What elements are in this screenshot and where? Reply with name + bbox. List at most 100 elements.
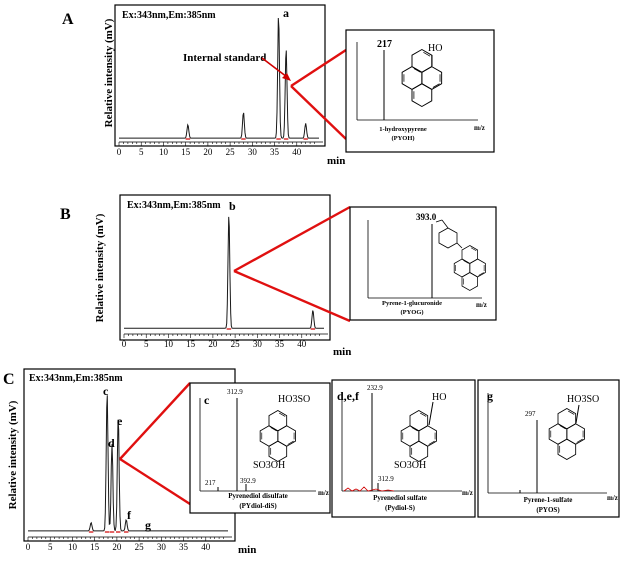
zoom-line-c-bottom	[119, 457, 191, 506]
panel-b-trace	[124, 216, 324, 329]
callout-arrow	[261, 57, 288, 78]
inset-a-compound: 1-hydroxypyrene	[379, 126, 427, 133]
x-tick-label: 15	[90, 542, 100, 552]
inset-c3-abbr: (PYOS)	[536, 506, 560, 514]
panel-a-frame	[114, 4, 326, 147]
x-tick-label: 25	[231, 339, 241, 349]
x-tick-label: 35	[270, 147, 280, 157]
zoom-line-c-top	[119, 382, 191, 460]
panel-c-trace	[28, 395, 228, 532]
x-tick-label: 20	[112, 542, 122, 552]
panel-a-xlabel: min	[327, 155, 345, 167]
zoom-line-a-top	[290, 48, 347, 88]
x-tick-label: 5	[48, 542, 53, 552]
panel-a-annotation: Ex:343nm,Em:385nm	[122, 10, 216, 21]
inset-c1-low-mz: 217	[205, 479, 216, 487]
x-tick-label: 35	[179, 542, 189, 552]
inset-b-frame	[349, 206, 497, 321]
panel-b-xlabel: min	[333, 346, 351, 358]
inset-a-substituent: HO	[428, 43, 442, 54]
inset-c1-xlabel: m/z	[318, 489, 329, 497]
x-tick-label: 0	[117, 147, 122, 157]
inset-c2-bottom-group: SO3OH	[394, 460, 426, 471]
panel-c-peak-label-f: f	[127, 508, 132, 522]
zoom-line-a-bottom	[290, 85, 347, 140]
inset-b-mz-label: 393.0	[416, 212, 437, 222]
x-tick-label: 10	[159, 147, 169, 157]
panel-a-ylabel: Relative intensity (mV)	[103, 18, 115, 127]
panel-b-frame	[119, 194, 331, 341]
x-tick-label: 30	[248, 147, 258, 157]
inset-a-mz-label: 217	[377, 39, 392, 50]
panel-b-xticks: 0 5 10 15 20 25 30 35 40	[122, 328, 328, 349]
inset-c3-top-group: HO3SO	[567, 394, 599, 405]
inset-c3-frame	[477, 379, 620, 518]
panel-letter-b: B	[60, 206, 71, 223]
x-tick-label: 20	[203, 147, 213, 157]
x-tick-label: 20	[208, 339, 218, 349]
inset-b-compound: Pyrene-1-glucuronide	[382, 300, 442, 307]
x-tick-label: 10	[68, 542, 78, 552]
inset-b-xlabel: m/z	[476, 301, 487, 309]
x-tick-label: 35	[275, 339, 285, 349]
x-tick-label: 0	[122, 339, 127, 349]
panel-letter-c: C	[3, 371, 15, 388]
inset-c2-noise	[343, 486, 395, 492]
panel-letter-a: A	[62, 11, 74, 28]
x-tick-label: 15	[186, 339, 196, 349]
panel-c-xticks: 0 5 10 15 20 25 30 35 40	[26, 531, 232, 552]
inset-c1-mid-mz: 392.9	[240, 477, 256, 485]
panel-a-trace	[119, 17, 319, 139]
inset-c3-tag: g	[487, 389, 493, 403]
panel-c-peak-label-e: e	[117, 414, 123, 428]
inset-a-xlabel: m/z	[474, 124, 485, 132]
x-tick-label: 5	[139, 147, 144, 157]
x-tick-label: 25	[226, 147, 236, 157]
panel-b-annotation: Ex:343nm,Em:385nm	[127, 200, 221, 211]
inset-c2-oh-bond	[428, 401, 434, 426]
inset-a-abbr: (PYOH)	[391, 135, 414, 142]
inset-c2-top-mz: 232.9	[367, 384, 383, 392]
inset-c1-top-mz: 312.9	[227, 388, 243, 396]
x-tick-label: 40	[292, 147, 302, 157]
zoom-line-b-top	[233, 205, 351, 273]
inset-a-frame	[345, 29, 495, 153]
inset-c2-abbr: (Pydiol-S)	[385, 504, 416, 512]
x-tick-label: 30	[157, 542, 167, 552]
panel-c-peak-label-d: d	[108, 436, 115, 450]
panel-b-peak-label: b	[229, 199, 236, 213]
inset-b-abbr: (PYOG)	[400, 309, 423, 316]
inset-c2-frame	[331, 379, 476, 518]
panel-a-xticks: 0 5 10 15 20 25 30 35 40	[117, 138, 323, 157]
x-tick-label: 40	[201, 542, 211, 552]
x-tick-label: 5	[144, 339, 149, 349]
panel-c-ylabel: Relative intensity (mV)	[7, 400, 19, 509]
x-tick-label: 25	[135, 542, 145, 552]
glucuronide-structure-icon	[435, 219, 463, 249]
zoom-line-b-bottom	[233, 269, 351, 323]
panel-a-callout: Internal standard	[183, 52, 266, 64]
inset-c2-top-group: HO	[432, 392, 446, 403]
inset-c2-xlabel: m/z	[462, 489, 473, 497]
x-tick-label: 30	[253, 339, 263, 349]
callout-arrowhead	[282, 73, 291, 81]
inset-c2-low-mz: 312.9	[378, 475, 394, 483]
inset-c3-xlabel: m/z	[607, 494, 618, 502]
panel-b-ylabel: Relative intensity (mV)	[94, 213, 106, 322]
panel-c-xlabel: min	[238, 544, 256, 556]
inset-c1-tag: c	[204, 393, 210, 407]
inset-c1-compound: Pyrenediol disulfate	[228, 492, 288, 500]
inset-c1-abbr: (PYdiol-diS)	[239, 502, 277, 510]
panel-c-peak-label-c: c	[103, 384, 109, 398]
panel-c-annotation: Ex:343nm,Em:385nm	[29, 373, 123, 384]
panel-c-peak-label-g: g	[145, 518, 151, 532]
x-tick-label: 10	[164, 339, 174, 349]
inset-c1-top-group: HO3SO	[278, 394, 310, 405]
x-tick-label: 40	[297, 339, 307, 349]
x-tick-label: 15	[181, 147, 191, 157]
inset-c3-compound: Pyrene-1-sulfate	[524, 496, 573, 504]
inset-c1-bottom-group: SO3OH	[253, 460, 285, 471]
x-tick-label: 0	[26, 542, 31, 552]
inset-c2-tag: d,e,f	[337, 389, 360, 403]
